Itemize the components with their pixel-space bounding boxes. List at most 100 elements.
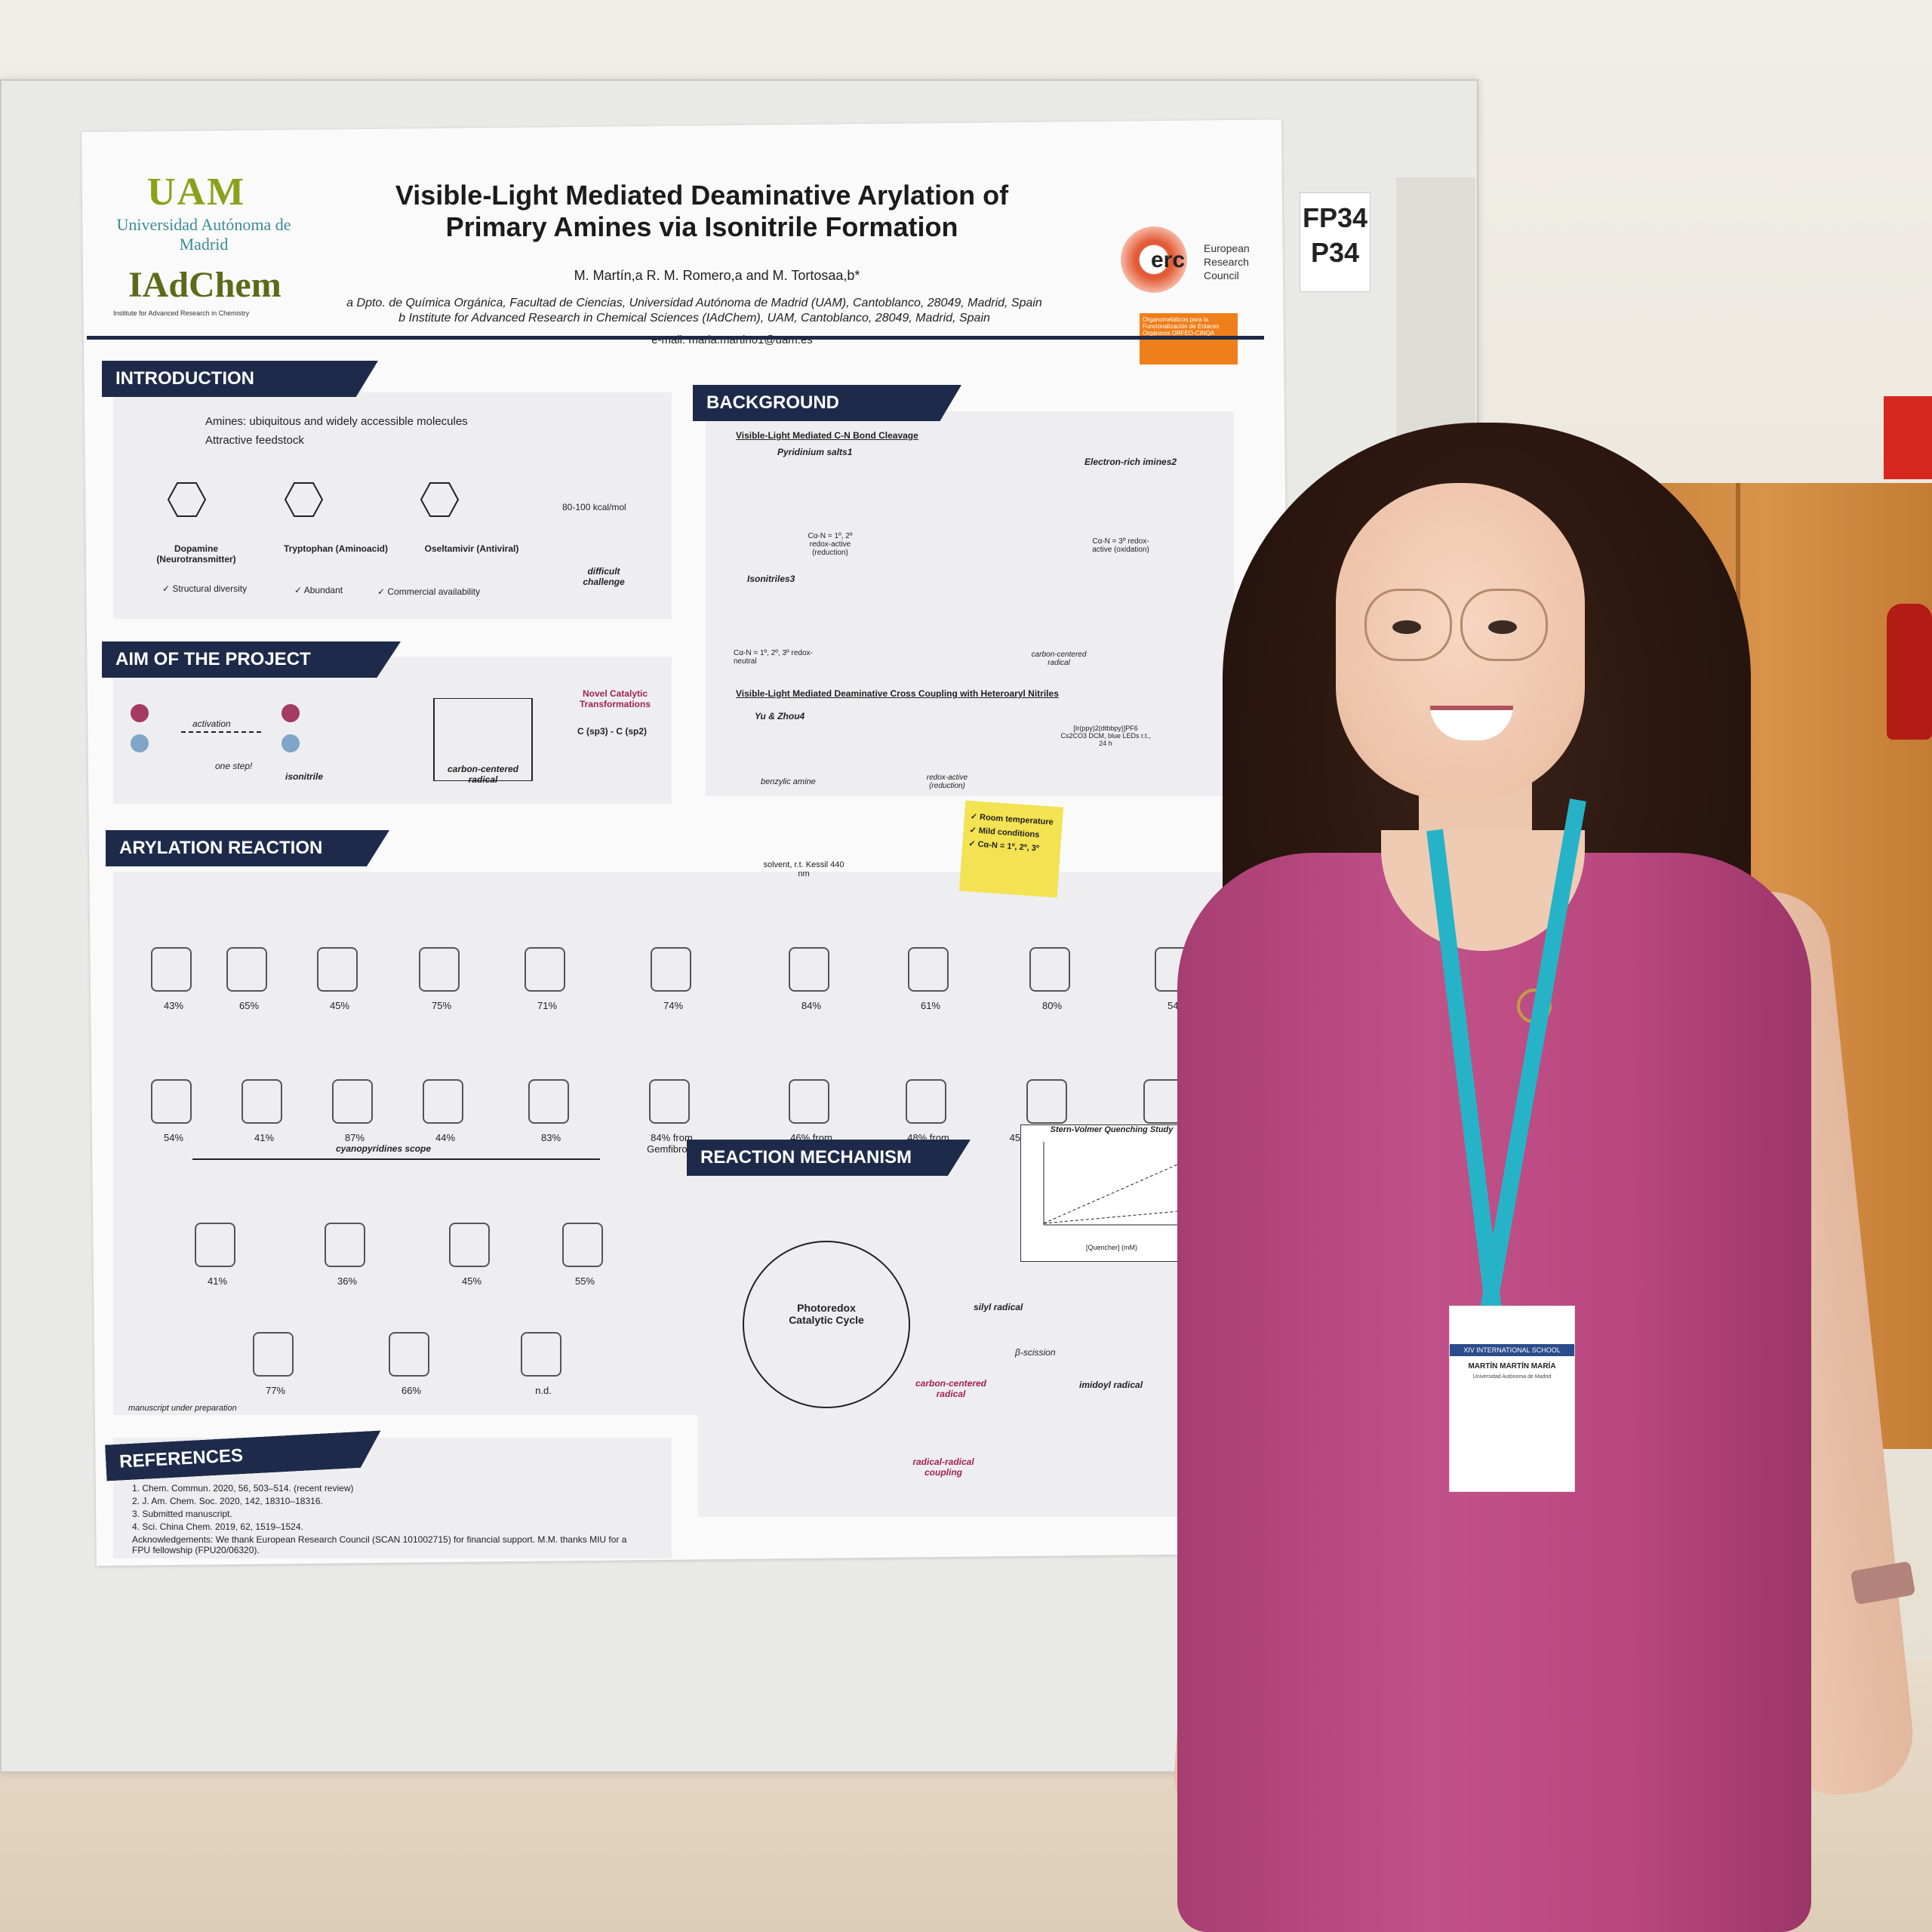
product-structure [389, 1332, 429, 1377]
bg-imines: Electron-rich imines2 [1084, 457, 1177, 467]
check-commercial: ✓ Commercial availability [377, 586, 481, 597]
aim-red-sphere-2 [281, 704, 300, 722]
intro-molecules-drawing [167, 482, 460, 517]
chart-series-1 [1043, 1156, 1195, 1224]
product-structure [332, 1079, 373, 1124]
aim-panel [113, 657, 672, 804]
bg-benzylic: benzylic amine [761, 777, 816, 786]
right-eye [1488, 620, 1517, 634]
cycle-circle [743, 1241, 910, 1408]
iadchem-logo: IAdChem [128, 265, 281, 305]
iadchem-logo-subtitle: Institute for Advanced Research in Chemi… [113, 309, 250, 317]
ref-2: 2. J. Am. Chem. Soc. 2020, 142, 18310–18… [132, 1496, 323, 1506]
yield-label: 41% [207, 1275, 228, 1287]
intro-bullet-2: Attractive feedstock [205, 434, 304, 447]
product-structure [242, 1079, 282, 1124]
mech-radical-label: carbon-centered radical [915, 1378, 987, 1399]
product-structure [423, 1079, 463, 1124]
product-structure [562, 1223, 603, 1267]
poster-code-label: FP34 P34 [1300, 192, 1371, 292]
aim-blue-sphere-2 [281, 734, 300, 752]
introduction-panel [113, 392, 672, 619]
chart-series-2 [1043, 1209, 1195, 1224]
erc-logo-text: erc [1151, 248, 1186, 272]
yield-label: 77% [265, 1385, 286, 1396]
bg-redox3: Cα-N = 1º, 2º, 3º redox-neutral [734, 649, 813, 666]
aim-blue-sphere [131, 734, 149, 752]
erc-logo-circle [1121, 226, 1187, 293]
product-structure [525, 947, 565, 992]
yield-label: 36% [337, 1275, 358, 1287]
glasses-right-lens [1460, 589, 1548, 661]
bg-redox1: Cα-N = 1º, 2º redox-active (reduction) [808, 532, 853, 557]
chart-title: Stern-Volmer Quenching Study [1050, 1125, 1174, 1134]
background-panel [706, 411, 1234, 796]
ref-4: 4. Sci. China Chem. 2019, 62, 1519–1524. [132, 1521, 303, 1532]
yield-label: 45% [329, 1000, 350, 1011]
arylation-conditions: solvent, r.t. Kessil 440 nm [763, 860, 844, 878]
product-structure [317, 947, 358, 992]
yield-label: 87% [344, 1132, 365, 1143]
yield-label: 61% [920, 1000, 941, 1011]
aim-red-sphere [131, 704, 149, 722]
coupling-label: radical-radical coupling [912, 1457, 974, 1478]
chart-plot [1043, 1142, 1195, 1226]
tryptophan-ring [284, 482, 324, 517]
silyl-label: silyl radical [974, 1302, 1023, 1312]
yield-label: 55% [574, 1275, 595, 1287]
yield-label: 80% [1041, 1000, 1063, 1011]
cycle-label: Photoredox Catalytic Cycle [789, 1302, 864, 1326]
arylation-header: ARYLATION REACTION [106, 830, 389, 866]
product-structure [449, 1223, 490, 1267]
bg-isonitriles: Isonitriles3 [747, 574, 795, 584]
yield-label: 66% [401, 1385, 422, 1396]
yield-label: 54% [163, 1132, 184, 1143]
product-structure [1026, 1079, 1067, 1124]
check-abundant: ✓ Abundant [294, 585, 343, 595]
beta-label: β-scission [1015, 1347, 1056, 1358]
aim-header: AIM OF THE PROJECT [102, 641, 401, 678]
product-structure [908, 947, 949, 992]
aim-activation: activation [192, 718, 231, 729]
bg-sub2: Visible-Light Mediated Deaminative Cross… [736, 688, 1059, 699]
header-rule [87, 336, 1264, 340]
product-structure [226, 947, 267, 992]
product-structure [253, 1332, 294, 1377]
bg-conditions: [Ir(ppy)2(dtbbpy)]PF6 Cs2CO3 DCM, blue L… [1060, 724, 1151, 747]
left-eye [1392, 620, 1421, 634]
product-structure [325, 1223, 365, 1267]
yield-label: 71% [537, 1000, 558, 1011]
product-structure [1029, 947, 1070, 992]
product-structure [521, 1332, 561, 1377]
bde-label: 80-100 kcal/mol [562, 502, 626, 512]
bg-pyridinium: Pyridinium salts1 [777, 447, 853, 457]
uam-logo: UAM [147, 171, 246, 214]
exit-sign [1884, 396, 1932, 479]
aim-radical-box [433, 698, 533, 781]
bg-sub1: Visible-Light Mediated C-N Bond Cleavage [736, 430, 918, 441]
product-structure [151, 947, 192, 992]
background-header: BACKGROUND [693, 385, 961, 421]
bg-yu: Yu & Zhou4 [755, 711, 805, 721]
glasses-left-lens [1364, 589, 1452, 661]
aim-bond: C (sp3) - C (sp2) [577, 726, 648, 737]
yield-label: 84% [801, 1000, 822, 1011]
product-structure [151, 1079, 192, 1124]
uam-logo-subtitle: Universidad Autónoma de Madrid [116, 215, 291, 254]
name-badge: XIV INTERNATIONAL SCHOOL MARTÍN MARTÍN M… [1449, 1306, 1575, 1492]
product-structure [789, 947, 829, 992]
code-line-2: P34 [1310, 237, 1360, 268]
yield-label: 41% [254, 1132, 275, 1143]
yield-label: 84% from Gemfibrozil [647, 1132, 697, 1155]
dopamine-ring [167, 482, 207, 517]
product-structure [789, 1079, 829, 1124]
imidoyl-label: imidoyl radical [1079, 1380, 1143, 1390]
ref-3: 3. Submitted manuscript. [132, 1509, 232, 1519]
dopamine-label: Dopamine (Neurotransmitter) [156, 543, 236, 565]
oseltamivir-ring [420, 482, 460, 517]
product-structure [419, 947, 460, 992]
product-structure [906, 1079, 946, 1124]
intro-bullet-1: Amines: ubiquitous and widely accessible… [205, 415, 468, 428]
aim-one-step: one step! [215, 761, 253, 771]
yield-label: 75% [431, 1000, 452, 1011]
